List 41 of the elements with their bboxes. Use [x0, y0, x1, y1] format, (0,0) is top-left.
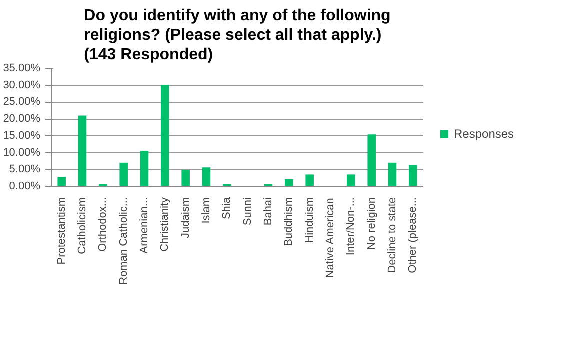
bar [306, 174, 314, 186]
legend-label: Responses [454, 126, 514, 140]
x-tick-label: Hinduism [304, 197, 316, 244]
x-tick-label: Shia [221, 196, 234, 220]
x-tick-label: Orthodox... [97, 197, 110, 252]
y-tick-label: 10.00% [3, 146, 41, 159]
bar [388, 162, 397, 186]
bar [368, 134, 376, 186]
x-tick-label: Judaism [180, 197, 192, 238]
y-tick-label: 5.00% [9, 164, 41, 176]
bar [161, 85, 170, 186]
chart-title: Do you identify with any of the following religions? (Please select all that apply.) (143 Responded) [84, 7, 391, 64]
bar [120, 162, 128, 186]
x-tick-label: Catholicism [76, 197, 88, 254]
x-tick-label: Buddhism [283, 197, 296, 246]
x-tick-label: No religion [366, 197, 378, 250]
bar [140, 151, 149, 186]
x-tick-label: Armenian... [138, 197, 150, 254]
x-tick-label: Protestantism [56, 197, 68, 265]
x-tick-label: Roman Catholic... [118, 197, 130, 285]
bar [202, 168, 211, 186]
x-tick-label: Christianity [159, 197, 172, 252]
y-tick-label: 15.00% [3, 130, 41, 142]
bar [285, 179, 294, 186]
y-tick-label: 0.00% [9, 180, 41, 192]
bar [409, 165, 418, 186]
x-tick-label: Inter/Non-... [345, 198, 358, 256]
bar [182, 170, 190, 186]
y-tick-label: 25.00% [3, 96, 41, 108]
x-tick-label: Native American [324, 198, 336, 278]
bar [58, 177, 66, 186]
x-tick-label: Bahai [262, 197, 274, 226]
y-tick-label: 35.00% [3, 62, 41, 74]
x-tick-label: Decline to state [386, 197, 398, 274]
y-tick-label: 20.00% [3, 113, 41, 126]
x-tick-label: Sunni [242, 197, 254, 226]
x-tick-label: Islam [200, 198, 212, 224]
bar [347, 174, 356, 186]
y-tick-label: 30.00% [3, 79, 41, 92]
x-tick-label: Other (please... [407, 197, 420, 274]
bar [78, 116, 87, 186]
